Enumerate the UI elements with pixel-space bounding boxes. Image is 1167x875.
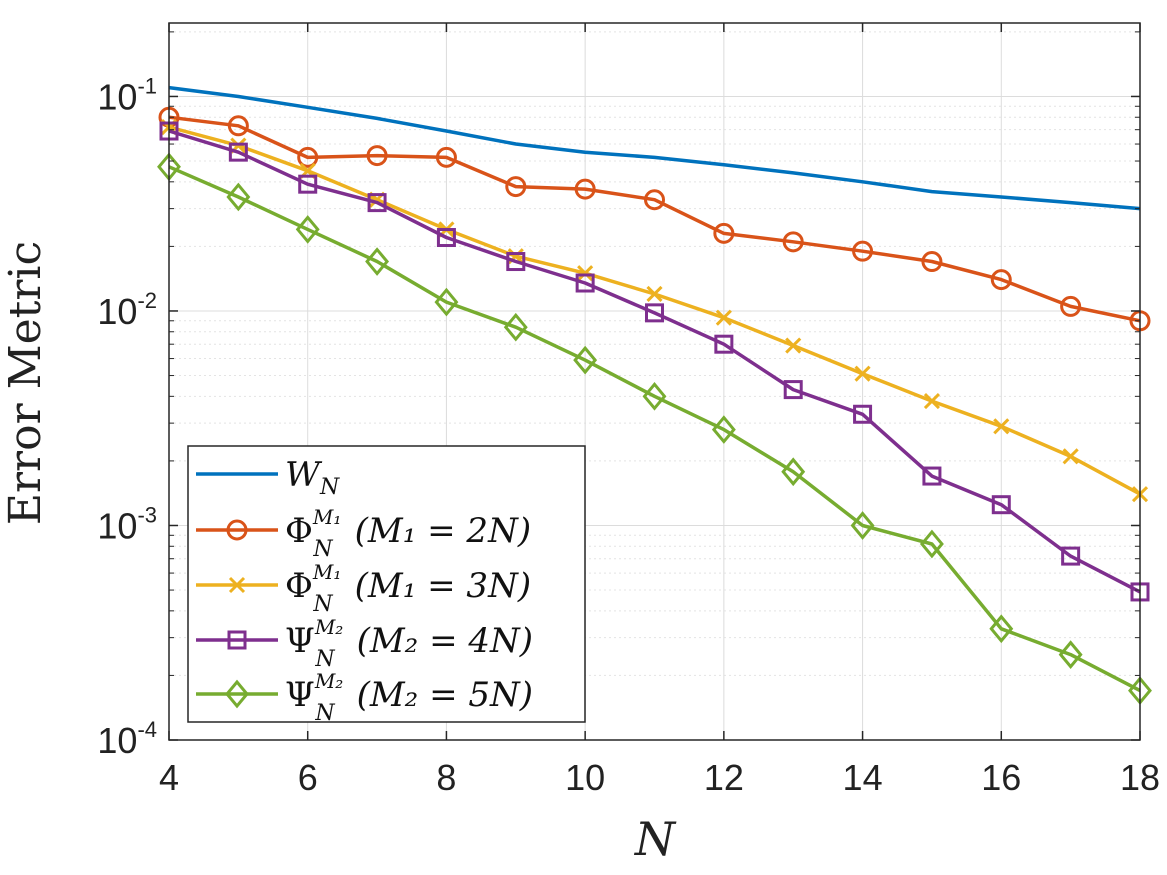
legend-entry-1: ΦM₁ N (M₁ = 2N) [196, 505, 531, 562]
data-point [853, 404, 873, 424]
series-line [168, 115, 1141, 323]
data-point-stroke [646, 285, 663, 303]
legend-entry-4: ΨM₂ N (M₂ = 5N) [196, 669, 533, 726]
data-point [642, 381, 667, 411]
legend-label: ΨM₂ N (M₂ = 5N) [285, 669, 533, 726]
data-point [436, 228, 456, 248]
data-point [782, 231, 804, 253]
data-point [715, 309, 732, 326]
data-point [921, 251, 943, 273]
legend-entry-2: ΦM₁ N (M₁ = 3N) [196, 560, 531, 617]
data-point [295, 215, 320, 244]
y-tick-label: 10-3 [97, 502, 157, 546]
plot-frame [168, 22, 1141, 741]
x-tick-label: 14 [843, 757, 883, 798]
series-line [168, 85, 1141, 211]
data-point [1060, 295, 1082, 317]
data-point-stroke [993, 418, 1010, 435]
data-point [852, 240, 874, 262]
data-point-stroke [854, 365, 871, 382]
data-point [226, 519, 248, 541]
data-point-stroke [228, 576, 246, 594]
data-point [434, 287, 459, 317]
data-point [228, 142, 248, 162]
data-point [366, 145, 388, 167]
data-point [922, 466, 942, 486]
data-point [574, 178, 596, 200]
data-point [1061, 546, 1081, 566]
data-point [645, 303, 664, 323]
series-1 [158, 106, 1151, 332]
y-tick-label: 10-1 [97, 73, 157, 117]
x-tick-labels: 4 6 8 10 12 14 16 18 [159, 23, 1160, 798]
x-tick-label: 8 [436, 757, 456, 798]
data-point [297, 146, 319, 168]
legend-label: ΦM₁ N (M₁ = 3N) [285, 560, 531, 617]
series-3 [159, 121, 1150, 602]
data-point [644, 189, 665, 211]
data-point [226, 182, 251, 212]
data-point [506, 252, 526, 272]
data-point [854, 365, 871, 382]
data-point [714, 334, 734, 354]
legend-label: WN [285, 455, 340, 500]
y-tick-label: 10-4 [97, 717, 157, 761]
data-point [365, 247, 390, 276]
data-point [990, 269, 1012, 291]
data-point [783, 380, 803, 400]
data-point [993, 418, 1010, 435]
data-point [919, 529, 944, 559]
series-line [168, 129, 1141, 594]
data-point [646, 285, 663, 303]
legend: WN ΦM₁ N (M₁ = 2N)ΦM₁ N (M₁ = 3N)ΨM₂ N (M₂ = 4N… [187, 445, 586, 726]
data-point [227, 115, 249, 137]
x-tick-label: 18 [1120, 757, 1160, 798]
data-point [711, 415, 736, 444]
data-point [850, 511, 875, 540]
x-tick-label: 10 [565, 757, 605, 798]
data-point [781, 457, 806, 487]
data-point [1062, 448, 1079, 465]
data-point [923, 393, 940, 410]
data-point-stroke [577, 265, 594, 282]
data-point [227, 630, 247, 650]
data-point [573, 345, 598, 375]
legend-label: ΨM₂ N (M₂ = 4N) [285, 615, 533, 672]
legend-entry-3: ΨM₂ N (M₂ = 4N) [196, 615, 533, 672]
data-point [228, 576, 246, 594]
x-axis-label: N [634, 812, 677, 866]
data-point [1058, 640, 1083, 669]
y-tick-label: 10-2 [97, 288, 157, 332]
data-point-stroke [923, 393, 940, 410]
data-point-stroke [715, 309, 732, 326]
data-point [991, 495, 1011, 515]
x-tick-label: 12 [704, 757, 744, 798]
y-axis-label: Error Metric [0, 241, 51, 525]
data-point-stroke [785, 337, 802, 354]
data-point [713, 222, 735, 244]
x-tick-label: 6 [298, 757, 318, 798]
data-point-stroke [1062, 448, 1079, 465]
data-point [505, 176, 527, 198]
series-0 [168, 85, 1141, 211]
x-tick-label: 16 [981, 757, 1021, 798]
data-point [298, 174, 318, 194]
data-point [435, 146, 457, 168]
data-point [785, 337, 802, 354]
legend-label: ΦM₁ N (M₁ = 2N) [285, 505, 531, 562]
data-point [577, 265, 594, 282]
data-point [989, 614, 1014, 644]
data-point [225, 679, 249, 709]
series-line [168, 165, 1141, 693]
x-tick-label: 4 [159, 757, 179, 798]
data-point [503, 312, 528, 342]
series-4 [157, 152, 1152, 705]
data-point [575, 273, 595, 293]
legend-entry-0: WN [196, 455, 340, 500]
data-point [367, 193, 387, 213]
y-tick-labels: 10-4 10-3 10-2 10-1 [97, 31, 1140, 761]
series-layer [157, 85, 1152, 705]
